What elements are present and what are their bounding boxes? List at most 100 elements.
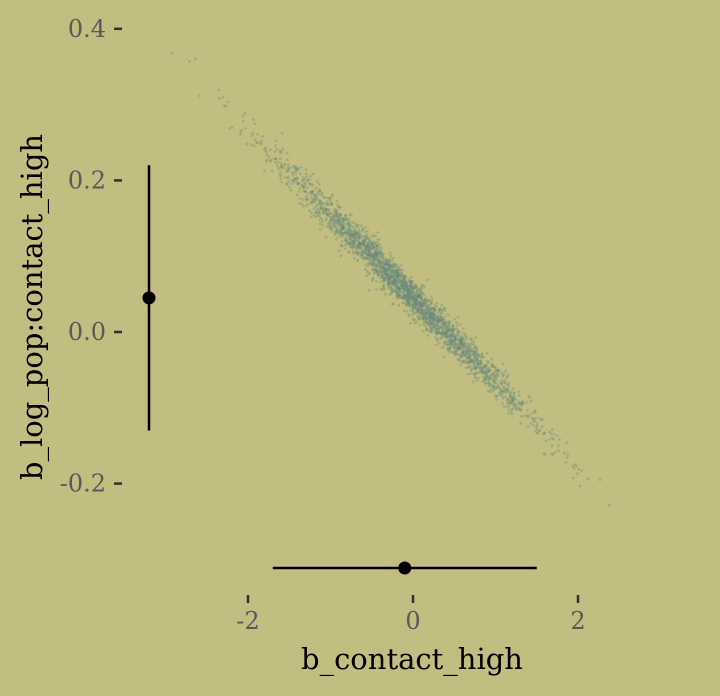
scatter-point: [382, 280, 385, 284]
scatter-point: [490, 357, 493, 361]
scatter-point: [319, 206, 323, 210]
scatter-point: [340, 244, 344, 248]
scatter-point: [482, 370, 486, 374]
scatter-point: [433, 309, 437, 312]
scatter-point: [388, 293, 392, 296]
scatter-point: [383, 266, 387, 270]
scatter-point: [481, 371, 485, 375]
scatter-point: [367, 249, 370, 253]
scatter-point: [473, 361, 477, 365]
scatter-point: [326, 203, 329, 207]
y-tick-label: -0.2: [60, 470, 106, 498]
scatter-point: [487, 368, 491, 371]
scatter-point: [452, 336, 455, 339]
scatter-point: [430, 328, 433, 332]
scatter-point: [407, 292, 410, 296]
scatter-point: [418, 312, 421, 315]
scatter-point: [487, 376, 491, 380]
scatter-point: [436, 314, 440, 318]
scatter-point: [223, 103, 226, 107]
scatter-point: [535, 424, 539, 427]
scatter-point: [423, 301, 426, 305]
scatter-point: [449, 345, 452, 349]
scatter-point: [450, 351, 454, 354]
scatter-point: [424, 305, 428, 309]
scatter-point: [326, 203, 329, 207]
scatter-point: [324, 209, 328, 213]
scatter-point: [469, 357, 473, 361]
scatter-point: [461, 350, 465, 354]
scatter-point: [383, 270, 386, 274]
scatter-point: [339, 229, 343, 233]
scatter-point: [447, 323, 451, 327]
scatter-point: [426, 299, 430, 303]
scatter-point: [355, 248, 358, 252]
scatter-point: [379, 267, 383, 270]
scatter-point: [378, 272, 381, 276]
scatter-point: [531, 417, 535, 421]
scatter-point: [339, 213, 342, 217]
scatter-point: [380, 274, 384, 277]
scatter-point: [454, 337, 457, 340]
scatter-point: [443, 320, 447, 324]
scatter-point: [421, 292, 425, 295]
scatter-point: [306, 186, 309, 189]
scatter-point: [422, 315, 426, 319]
scatter-point: [310, 200, 314, 204]
scatter-point: [535, 422, 539, 425]
scatter-point: [363, 251, 367, 255]
scatter-point: [496, 383, 500, 387]
scatter-point: [435, 323, 439, 327]
scatter-point: [333, 215, 336, 219]
scatter-point: [311, 199, 315, 203]
scatter-point: [444, 330, 448, 334]
scatter-point: [426, 322, 430, 325]
y-axis-title: b_log_pop:contact_high: [15, 134, 50, 480]
scatter-point: [373, 256, 377, 259]
scatter-point: [341, 218, 345, 221]
scatter-point: [382, 288, 386, 291]
scatter-point: [335, 211, 339, 215]
scatter-point: [432, 317, 435, 321]
scatter-point: [511, 403, 515, 407]
scatter-point: [322, 210, 326, 213]
scatter-point: [428, 321, 431, 325]
scatter-point: [486, 377, 490, 381]
scatter-point: [386, 259, 390, 263]
scatter-point: [300, 203, 304, 206]
scatter-point: [432, 314, 436, 317]
scatter-point: [436, 323, 439, 327]
scatter-point: [340, 227, 343, 231]
scatter-point: [420, 316, 424, 319]
scatter-point: [341, 219, 345, 223]
scatter-point: [409, 295, 412, 299]
scatter-point: [338, 233, 342, 237]
scatter-point: [419, 304, 423, 308]
scatter-point: [469, 354, 473, 357]
scatter-point: [335, 223, 338, 226]
scatter-point: [321, 223, 324, 227]
scatter-point: [464, 338, 468, 341]
scatter-point: [316, 190, 320, 194]
scatter-point: [349, 231, 353, 235]
scatter-point: [419, 292, 422, 296]
scatter-point: [473, 344, 477, 348]
scatter-point: [412, 288, 415, 291]
scatter-point: [366, 251, 370, 254]
scatter-point: [297, 189, 301, 193]
scatter-point: [406, 295, 410, 298]
scatter-point: [479, 356, 483, 360]
scatter-point: [445, 334, 449, 338]
scatter-point: [334, 230, 338, 234]
scatter-point: [387, 268, 391, 272]
scatter-point: [370, 253, 374, 257]
scatter-point: [340, 223, 344, 227]
scatter-point: [466, 346, 470, 350]
scatter-point: [414, 303, 417, 307]
scatter-point: [399, 286, 403, 290]
scatter-point: [456, 342, 460, 346]
scatter-point: [423, 311, 426, 315]
scatter-point: [395, 293, 399, 297]
scatter-point: [335, 228, 339, 231]
scatter-point: [295, 167, 299, 171]
